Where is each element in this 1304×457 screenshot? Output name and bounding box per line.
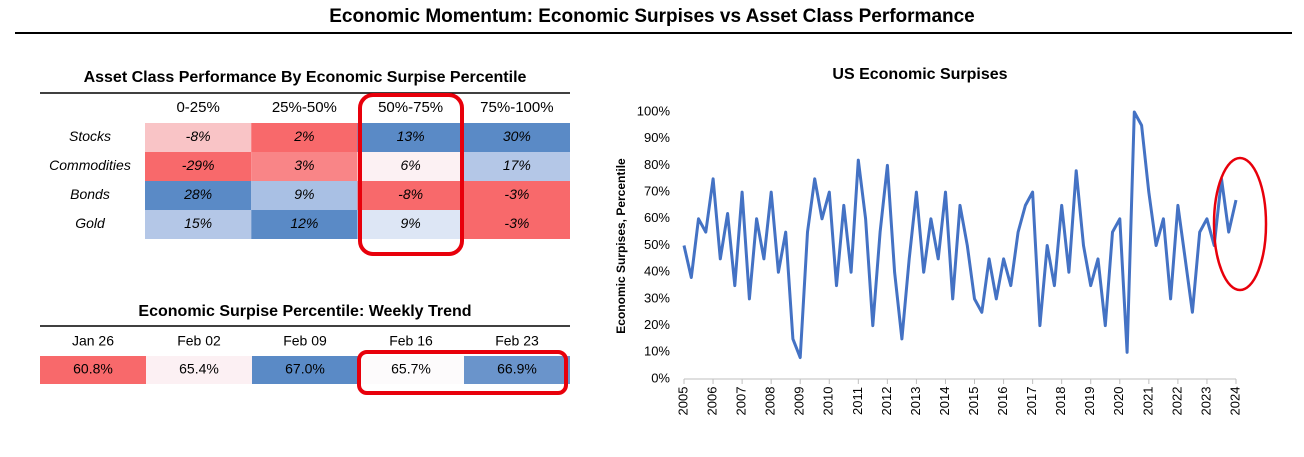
y-tick-label: 50% [644, 237, 670, 252]
table-cell [463, 152, 570, 181]
highlight [1212, 156, 1268, 292]
cell-value: 67.0% [285, 361, 325, 377]
table-title: Economic Surpise Percentile: Weekly Tren… [138, 303, 471, 320]
generated: 0-25% 25%-50% 50%-75% 75%-100% Stocks -8% 2% 13… [40, 99, 1242, 415]
y-tick-label: 60% [644, 210, 670, 225]
table-cell [357, 152, 464, 181]
x-tick-label: 2014 [937, 387, 952, 416]
table-cell [251, 210, 358, 239]
x-tick-label: 2018 [1053, 387, 1068, 416]
column-header: 75%-100% [480, 99, 553, 116]
table-cell [463, 210, 570, 239]
row-label: Gold [75, 215, 106, 231]
x-tick-label: 2015 [966, 387, 981, 416]
table-cell [145, 210, 252, 239]
x-tick-label: 2012 [879, 387, 894, 416]
table-cell [145, 123, 252, 152]
highlight [357, 350, 568, 395]
cell-value: 9% [401, 215, 421, 231]
column-header: 25%-50% [272, 99, 337, 116]
table-title: Asset Class Performance By Economic Surp… [84, 69, 527, 86]
table-cell [252, 356, 358, 384]
table-cell [357, 123, 464, 152]
cell-value: 13% [397, 128, 425, 144]
cell-value: 28% [183, 186, 212, 202]
table-cell [145, 152, 252, 181]
column-header: Feb 16 [389, 333, 433, 349]
x-tick-label: 2023 [1198, 387, 1213, 416]
table-cell [251, 181, 358, 210]
y-tick-label: 30% [644, 290, 670, 305]
table-cell [464, 356, 570, 384]
x-tick-label: 2006 [704, 387, 719, 416]
column-header: 50%-75% [378, 99, 443, 116]
y-tick-label: 10% [644, 344, 670, 359]
table-cell [463, 181, 570, 210]
x-tick-label: 2016 [995, 387, 1010, 416]
cell-value: 15% [184, 215, 212, 231]
x-tick-label: 2005 [675, 387, 690, 416]
x-tick-label: 2020 [1111, 387, 1126, 416]
table-cell [357, 181, 464, 210]
table-cell [358, 356, 464, 384]
table-cell [463, 123, 570, 152]
highlight [358, 93, 464, 256]
y-tick-label: 100% [637, 103, 671, 118]
x-tick-label: 2010 [821, 387, 836, 416]
cell-value: 6% [401, 157, 421, 173]
series-line [682, 110, 1238, 360]
y-tick-label: 20% [644, 317, 670, 332]
y-tick-label: 80% [644, 157, 670, 172]
cell-value: -29% [182, 157, 215, 173]
column-header: Jan 26 [72, 333, 114, 349]
chart-title: US Economic Surpises [832, 66, 1007, 83]
cell-value: 66.9% [497, 361, 537, 377]
cell-value: 30% [503, 128, 531, 144]
column-header: Feb 02 [177, 333, 221, 349]
x-tick-label: 2013 [908, 387, 923, 416]
cell-value: 3% [294, 157, 314, 173]
cell-value: 65.4% [179, 361, 219, 377]
x-tick-label: 2022 [1169, 387, 1184, 416]
y-tick-label: 70% [644, 184, 670, 199]
column-header: Feb 09 [283, 333, 327, 349]
column-header: Feb 23 [495, 333, 539, 349]
cell-value: -3% [504, 215, 529, 231]
y-tick-label: 90% [644, 130, 670, 145]
cell-value: -3% [504, 186, 529, 202]
cell-value: 17% [503, 157, 531, 173]
cell-value: 60.8% [73, 361, 113, 377]
x-tick-label: 2008 [763, 387, 778, 416]
x-tick-label: 2011 [850, 387, 865, 415]
cell-value: -8% [186, 128, 211, 144]
table-cell [357, 210, 464, 239]
row-label: Commodities [49, 157, 131, 173]
table-cell [251, 152, 358, 181]
cell-value: 12% [290, 215, 318, 231]
column-header: 0-25% [176, 99, 219, 116]
x-tick-label: 2024 [1227, 387, 1242, 416]
x-tick-label: 2021 [1140, 387, 1155, 416]
cell-value: 9% [294, 186, 314, 202]
y-tick-label: 40% [644, 264, 670, 279]
table-cell [40, 356, 146, 384]
table-cell [145, 181, 252, 210]
row-label: Stocks [69, 128, 111, 144]
x-tick-label: 2009 [792, 387, 807, 416]
x-tick-label: 2007 [734, 387, 749, 416]
y-tick-label: 0% [651, 370, 670, 385]
cell-value: 2% [293, 128, 314, 144]
page-title: Economic Momentum: Economic Surpises vs … [329, 6, 975, 27]
cell-value: 65.7% [391, 361, 431, 377]
y-axis-label: Economic Surpises, Percentile [614, 158, 628, 334]
x-tick-label: 2019 [1082, 387, 1097, 416]
x-tick-label: 2017 [1024, 387, 1039, 416]
table-cell [146, 356, 252, 384]
table-cell [251, 123, 358, 152]
row-label: Bonds [70, 186, 110, 202]
cell-value: -8% [398, 186, 423, 202]
